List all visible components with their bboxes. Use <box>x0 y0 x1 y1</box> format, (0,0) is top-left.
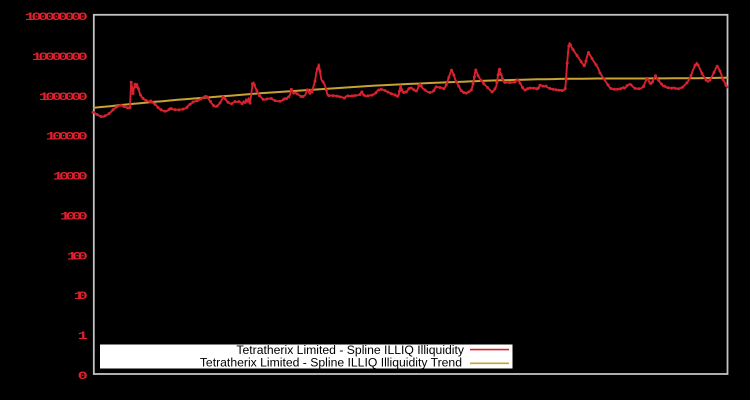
svg-text:1: 1 <box>78 331 88 343</box>
svg-text:100000: 100000 <box>46 131 88 143</box>
svg-text:1000: 1000 <box>60 211 88 223</box>
svg-text:10000000: 10000000 <box>32 51 88 63</box>
svg-text:1000000: 1000000 <box>39 91 88 103</box>
svg-text:0: 0 <box>78 370 88 382</box>
svg-text:Tetratherix Limited - Spline I: Tetratherix Limited - Spline ILLIQ Illiq… <box>200 355 462 369</box>
svg-text:10000: 10000 <box>53 171 88 183</box>
svg-text:100000000: 100000000 <box>25 11 88 23</box>
svg-text:100: 100 <box>67 251 88 263</box>
svg-text:Tetratherix Limited - Spline I: Tetratherix Limited - Spline ILLIQ Illiq… <box>236 343 465 357</box>
svg-text:10: 10 <box>74 291 88 303</box>
